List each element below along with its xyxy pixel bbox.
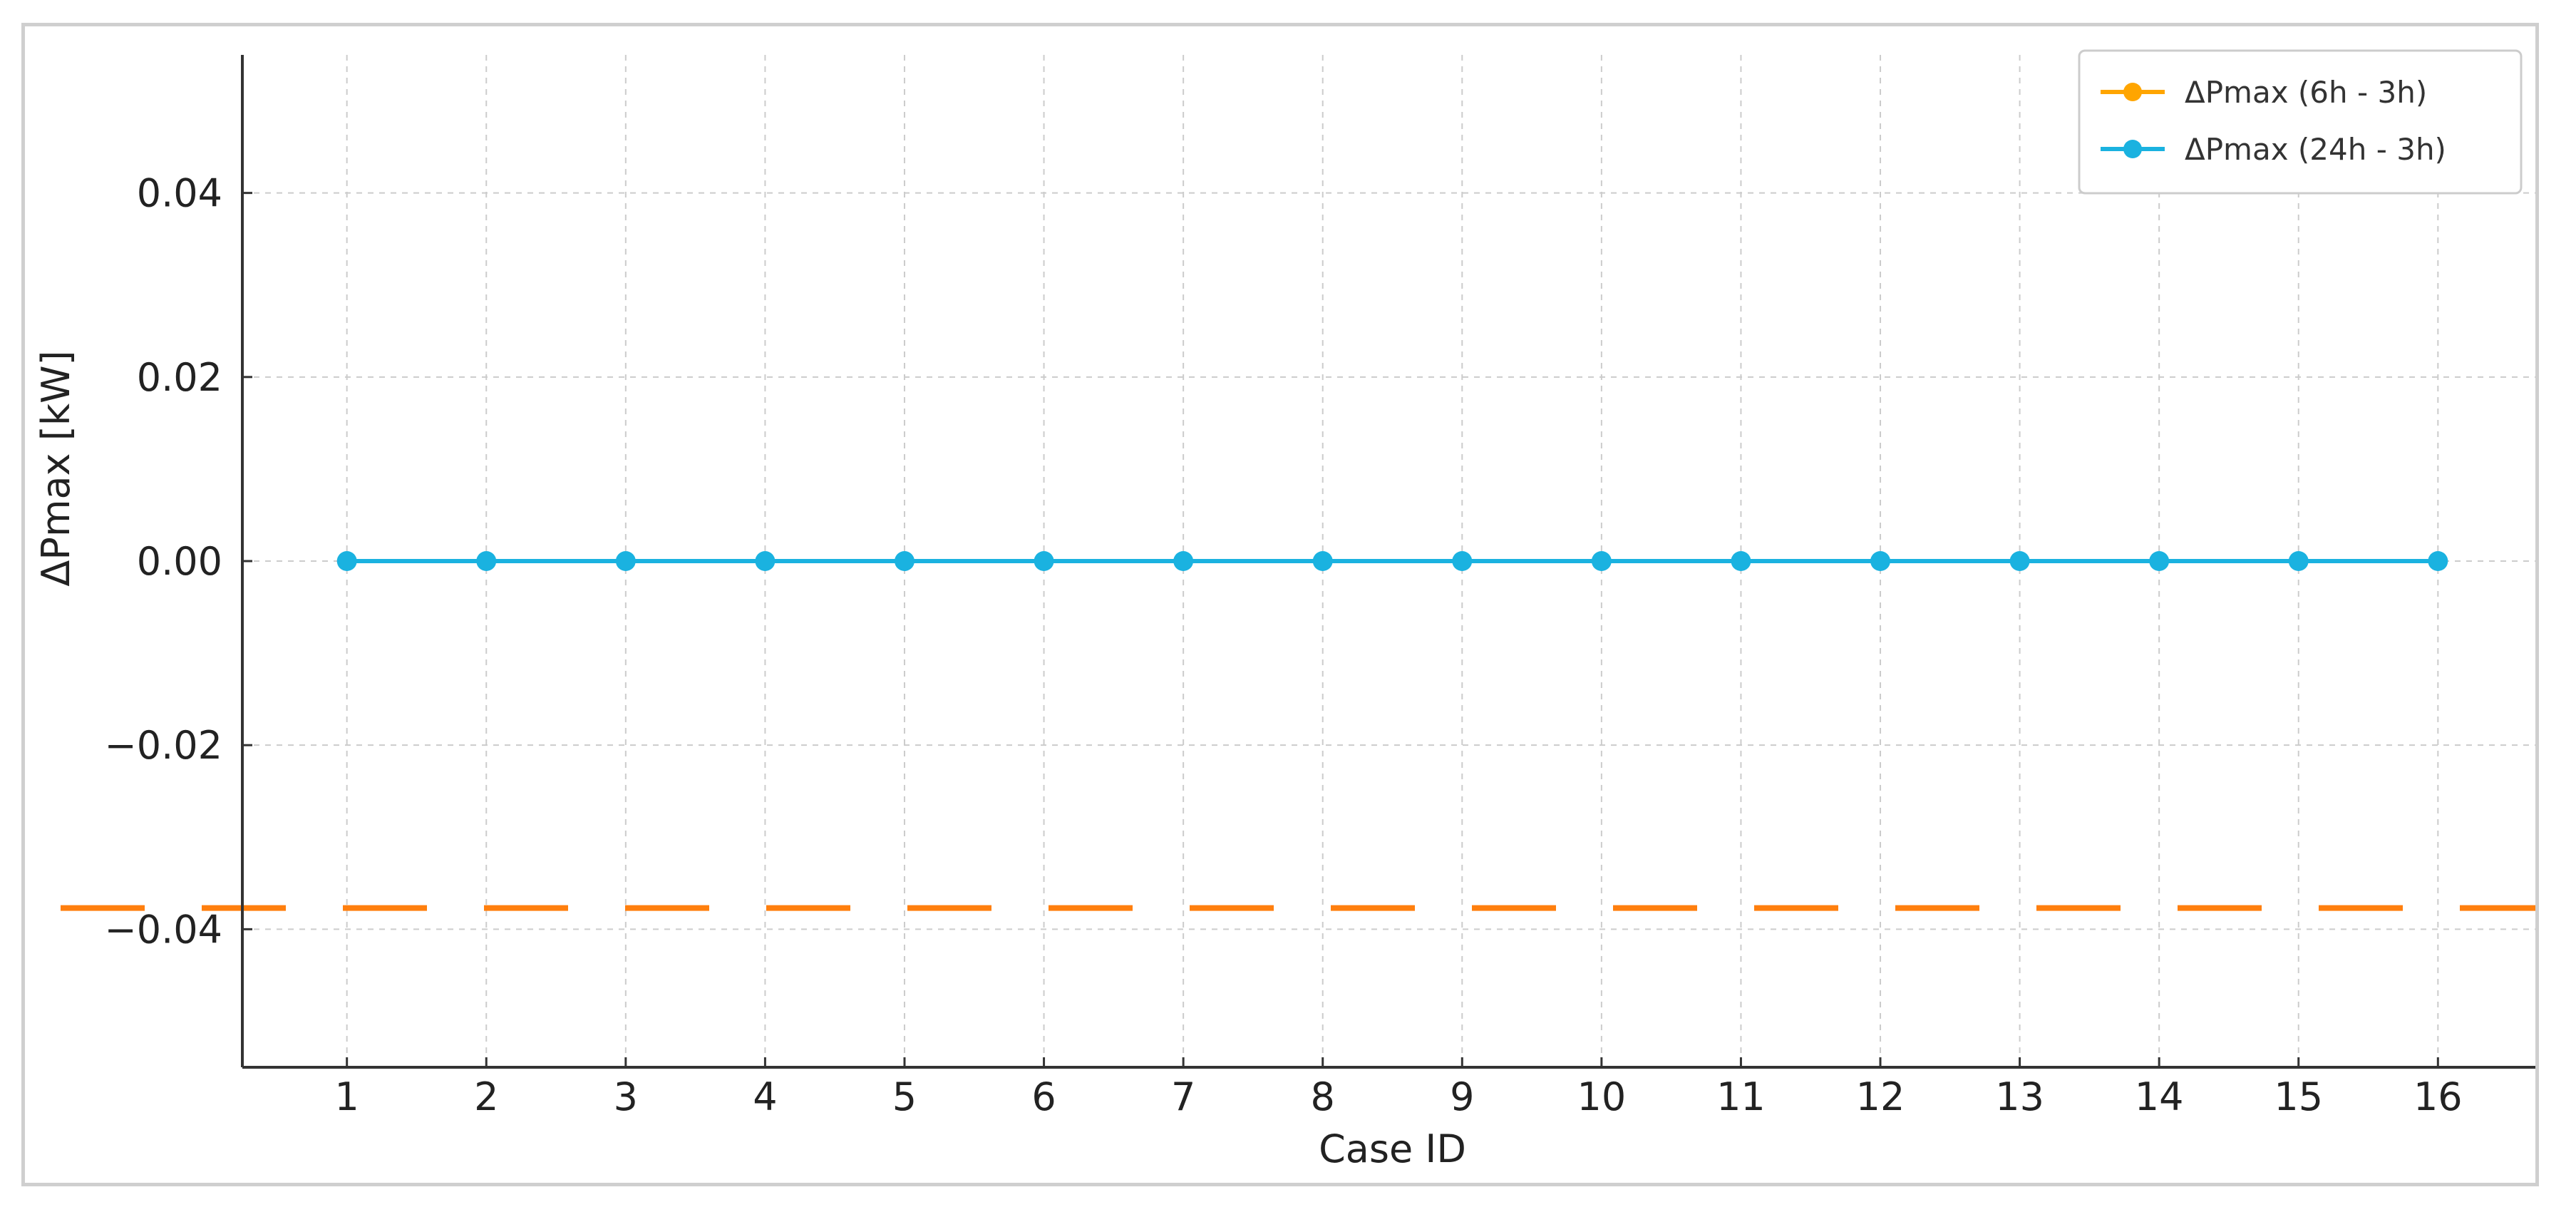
series-point bbox=[2149, 551, 2170, 571]
x-tick-label: 4 bbox=[753, 1074, 777, 1119]
y-axis-title: ΔPmax [kW] bbox=[34, 350, 78, 586]
x-tick-label: 11 bbox=[1716, 1074, 1766, 1119]
x-tick-label: 6 bbox=[1031, 1074, 1056, 1119]
x-tick-label: 9 bbox=[1450, 1074, 1474, 1119]
series-point bbox=[755, 551, 776, 571]
legend-label: ΔPmax (6h - 3h) bbox=[2185, 75, 2427, 110]
x-tick-label: 14 bbox=[2135, 1074, 2184, 1119]
series-point bbox=[894, 551, 915, 571]
series-2 bbox=[336, 551, 2448, 571]
x-tick-label: 8 bbox=[1311, 1074, 1335, 1119]
series-point bbox=[2428, 551, 2448, 571]
series-point bbox=[1591, 551, 1612, 571]
series-point bbox=[1870, 551, 1891, 571]
x-tick-label: 10 bbox=[1577, 1074, 1627, 1119]
legend: ΔPmax (6h - 3h) ΔPmax (24h - 3h) bbox=[2078, 49, 2523, 195]
y-tick-label: 0.02 bbox=[137, 355, 222, 400]
y-tick-label: −0.02 bbox=[105, 723, 222, 768]
series-point bbox=[1312, 551, 1333, 571]
series-point bbox=[1452, 551, 1473, 571]
series-point bbox=[1731, 551, 1751, 571]
series-point bbox=[1034, 551, 1054, 571]
series-point bbox=[1173, 551, 1194, 571]
series-point bbox=[615, 551, 636, 571]
x-tick-label: 13 bbox=[1995, 1074, 2044, 1119]
y-tick-label: −0.04 bbox=[105, 907, 222, 952]
line-chart: 1 2 3 4 5 6 7 8 9 10 11 12 13 14 15 16−0.04−0.020.000.0… bbox=[34, 49, 2535, 1171]
legend-label: ΔPmax (24h - 3h) bbox=[2185, 132, 2446, 167]
x-tick-label: 1 bbox=[335, 1074, 359, 1119]
x-tick-label: 12 bbox=[1856, 1074, 1905, 1119]
x-tick-label: 2 bbox=[474, 1074, 498, 1119]
x-tick-label: 5 bbox=[892, 1074, 917, 1119]
legend-entry: ΔPmax (6h - 3h) bbox=[2101, 75, 2427, 110]
x-tick-label: 16 bbox=[2413, 1074, 2463, 1119]
legend-entry: ΔPmax (24h - 3h) bbox=[2101, 132, 2446, 167]
x-tick-label: 3 bbox=[614, 1074, 638, 1119]
series-point bbox=[2288, 551, 2309, 571]
series-point bbox=[2009, 551, 2030, 571]
x-tick-label: 7 bbox=[1171, 1074, 1195, 1119]
y-tick-label: 0.04 bbox=[137, 171, 222, 216]
legend-swatch-marker bbox=[2123, 140, 2142, 158]
x-tick-label: 15 bbox=[2274, 1074, 2323, 1119]
legend-swatch-marker bbox=[2123, 83, 2142, 101]
x-axis-title: Case ID bbox=[1319, 1126, 1466, 1171]
ticks: 1 2 3 4 5 6 7 8 9 10 11 12 13 14 15 16−0.04−0.020.000.0… bbox=[105, 171, 2463, 1119]
series-layer bbox=[61, 551, 2535, 911]
y-tick-label: 0.00 bbox=[137, 539, 222, 584]
legend-box bbox=[2078, 49, 2523, 195]
figure-frame: 1 2 3 4 5 6 7 8 9 10 11 12 13 14 15 16 −0.04 −0.02 0.00 0.0… bbox=[21, 23, 2539, 1186]
series-point bbox=[476, 551, 497, 571]
series-point bbox=[336, 551, 357, 571]
